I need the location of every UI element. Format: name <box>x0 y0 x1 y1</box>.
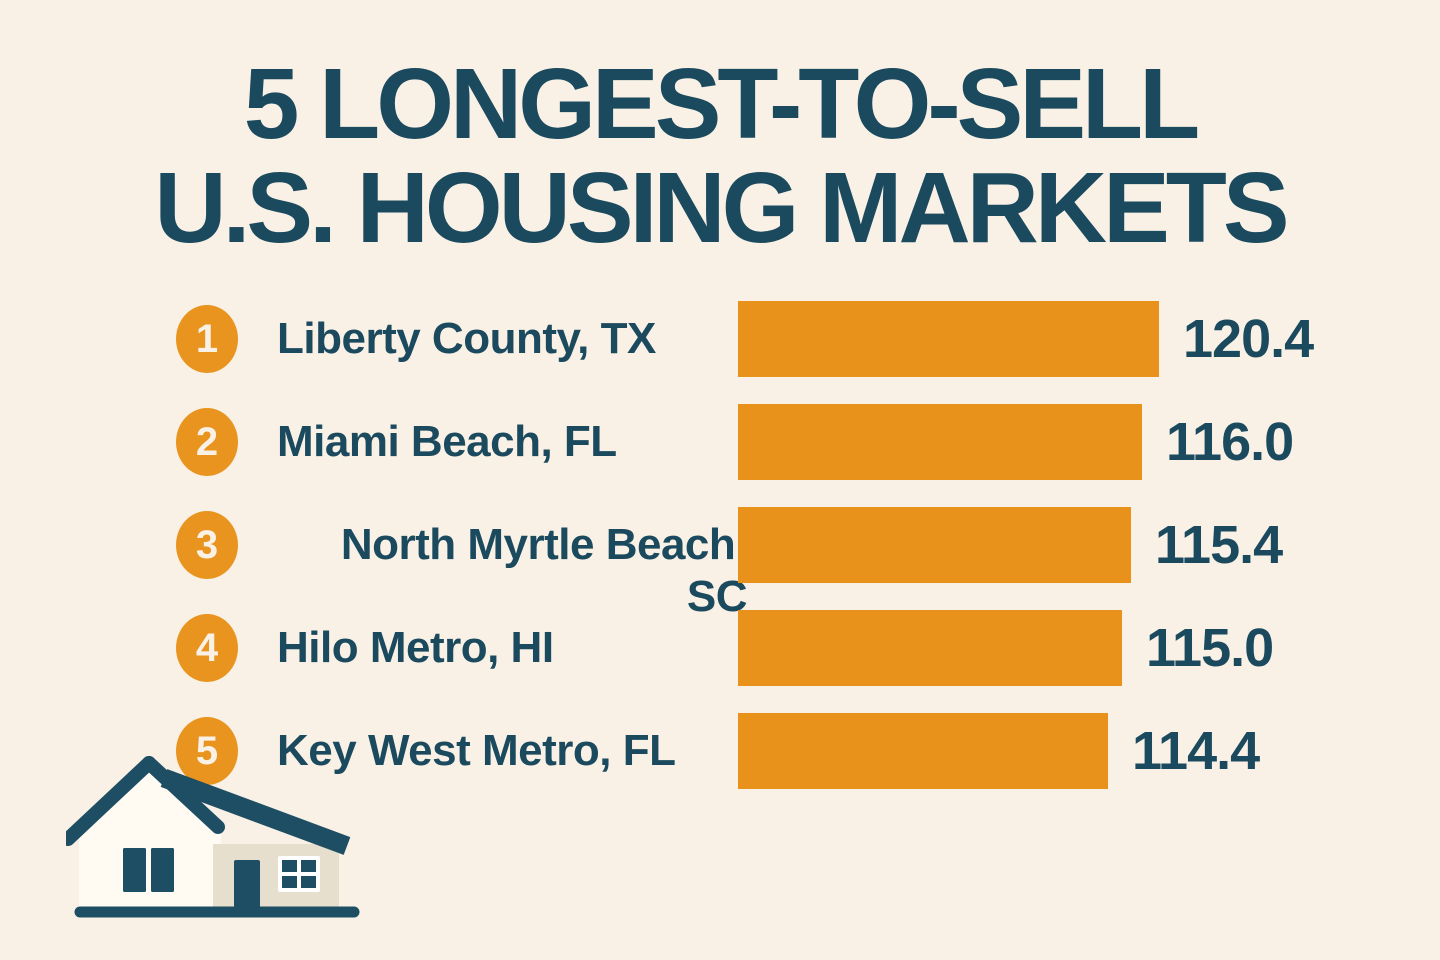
market-name-label: North Myrtle Beach, SC <box>340 519 748 621</box>
rank-number: 3 <box>195 522 219 567</box>
page-title-line1: 5 LONGEST-TO-SELL <box>243 48 1200 160</box>
table-row: 2 Miami Beach, FL 116.0 <box>0 390 1440 493</box>
rank-badge: 2 <box>176 407 238 476</box>
house-door-icon <box>234 860 260 908</box>
house-body <box>213 844 339 907</box>
market-name-label: Hilo Metro, HI <box>277 622 554 672</box>
market-name-label: Key West Metro, FL <box>277 725 676 775</box>
table-row: 1 Liberty County, TX 120.4 <box>0 287 1440 390</box>
house-main-roof <box>160 769 351 855</box>
page-title: 5 LONGEST-TO-SELL U.S. HOUSING MARKETS <box>0 52 1440 260</box>
value-bar <box>738 300 1159 377</box>
value-label: 114.4 <box>1132 720 1260 781</box>
bar-chart: 1 Liberty County, TX 120.4 2 Miami Beach… <box>0 287 1440 802</box>
value-label: 115.0 <box>1146 617 1274 678</box>
value-bar <box>738 506 1131 583</box>
page-title-line2: U.S. HOUSING MARKETS <box>154 152 1289 264</box>
value-bar <box>738 609 1122 686</box>
value-bar <box>738 403 1142 480</box>
house-icon <box>66 756 360 918</box>
market-name-label: Liberty County, TX <box>277 313 656 363</box>
rank-badge: 5 <box>176 716 238 785</box>
value-label: 115.4 <box>1155 514 1283 575</box>
table-row: 3 North Myrtle Beach, SC 115.4 <box>0 493 1440 621</box>
rank-badge: 4 <box>176 613 238 682</box>
house-window-right-icon <box>151 848 174 892</box>
rank-number: 1 <box>195 316 219 361</box>
rank-number: 4 <box>195 625 219 670</box>
value-label: 120.4 <box>1183 308 1314 369</box>
value-bar <box>738 712 1108 789</box>
rank-number: 2 <box>195 419 219 464</box>
value-label: 116.0 <box>1166 411 1294 472</box>
table-row: 5 Key West Metro, FL 114.4 <box>0 699 1440 802</box>
rank-badge: 3 <box>176 510 238 579</box>
house-gable-roof-right <box>142 756 225 834</box>
market-name-label: Miami Beach, FL <box>277 416 617 466</box>
rank-badge: 1 <box>176 304 238 373</box>
table-row: 4 Hilo Metro, HI 115.0 <box>0 596 1440 699</box>
rank-number: 5 <box>195 728 219 773</box>
house-window-left-icon <box>123 848 146 892</box>
house-gable-roof-left <box>66 756 156 846</box>
